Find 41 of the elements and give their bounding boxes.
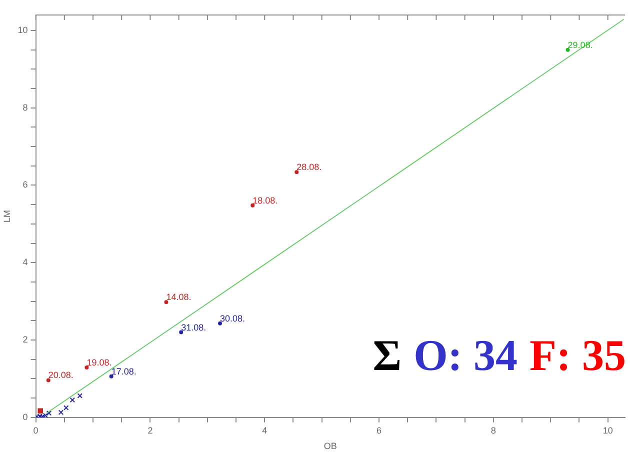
point [84, 365, 89, 370]
y-axis-title: LM [2, 210, 12, 222]
annotation: 28.08. [296, 162, 322, 172]
x-tick-label: 2 [148, 425, 153, 436]
point [46, 378, 50, 382]
point [70, 397, 76, 403]
annotation: 20.08. [48, 370, 74, 380]
annotation: Σ [372, 331, 402, 380]
point [58, 410, 64, 415]
point [38, 408, 44, 414]
point [64, 405, 69, 410]
annotation: O: 34 [414, 331, 518, 380]
y-tick-label: 0 [22, 412, 28, 422]
point [46, 410, 52, 416]
y-tick-label: 10 [18, 24, 28, 35]
point [294, 170, 299, 174]
x-tick-label: 0 [33, 425, 38, 436]
y-tick-label: 6 [22, 180, 28, 190]
x-tick-label: 10 [602, 425, 613, 436]
annotation: 19.08. [86, 357, 112, 368]
point [109, 374, 114, 378]
annotation: 18.08. [252, 195, 278, 206]
annotation: F: 35 [529, 331, 626, 380]
y-tick-label: 4 [22, 257, 28, 268]
point [218, 321, 222, 326]
x-tick-label: 8 [490, 425, 496, 436]
point [566, 48, 570, 52]
y-tick-label: 8 [22, 102, 28, 112]
annotation: 17.08. [111, 366, 136, 376]
point [250, 203, 255, 208]
point [179, 330, 184, 334]
annotation: 30.08. [220, 313, 246, 324]
annotation: 31.08. [181, 322, 206, 332]
annotation: 14.08. [166, 292, 192, 302]
x-axis-title: OB [324, 441, 337, 452]
x-tick-label: 4 [262, 425, 268, 436]
point [42, 412, 48, 418]
x-tick-label: 6 [376, 425, 382, 436]
y-tick-label: 2 [22, 334, 28, 344]
point [77, 393, 82, 398]
point [164, 300, 168, 304]
